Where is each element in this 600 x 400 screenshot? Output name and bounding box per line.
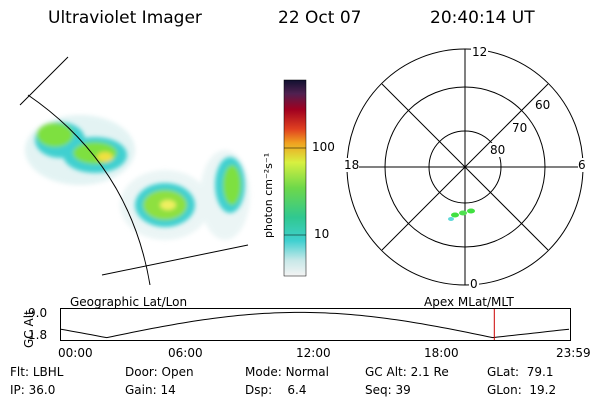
info-ip: IP: 36.0 (10, 383, 56, 397)
polar-diag (381, 83, 549, 251)
colorbar: photon cm⁻²s⁻¹ (262, 79, 307, 277)
timeline-left-title: Geographic Lat/Lon (70, 295, 188, 309)
instrument-title: Ultraviolet Imager (48, 8, 202, 28)
mlt-label-12: 12 (471, 45, 489, 59)
date-label: 22 Oct 07 (278, 8, 362, 28)
timeline-xtick-3: 18:00 (424, 346, 459, 360)
info-glat: GLat: 79.1 (487, 365, 554, 379)
timeline-ytick-max: 9.0 (28, 306, 48, 320)
colorbar-tick-10: 10 (314, 227, 330, 241)
colorbar-gradient (283, 79, 307, 277)
geographic-image (19, 56, 250, 285)
aurora-emission (35, 122, 245, 227)
info-dsp: Dsp: 6.4 (245, 383, 307, 397)
timeline-ytick-min: 1.8 (28, 328, 48, 342)
info-seq: Seq: 39 (365, 383, 411, 397)
timeline-xtick-0: 00:00 (58, 346, 93, 360)
mlat-label-70: 70 (512, 121, 528, 135)
colorbar-tick-100: 100 (312, 140, 335, 154)
info-door: Door: Open (125, 365, 194, 379)
altitude-curve (60, 311, 570, 339)
geo-grid-line (19, 56, 69, 106)
mlt-label-0: 0 (469, 277, 479, 291)
polar-plot (346, 48, 584, 286)
polar-aurora (448, 208, 475, 221)
time-label: 20:40:14 UT (430, 8, 535, 28)
info-glon: GLon: 19.2 (487, 383, 557, 397)
mlat-label-60: 60 (535, 98, 551, 112)
geo-grid-line (101, 244, 249, 276)
mlat-label-80: 80 (490, 143, 506, 157)
info-flt: Flt: LBHL (10, 365, 64, 379)
timeline-right-title: Apex MLat/MLT (424, 295, 514, 309)
info-gain: Gain: 14 (125, 383, 176, 397)
info-gc-alt: GC Alt: 2.1 Re (365, 365, 449, 379)
mlt-label-6: 6 (578, 158, 586, 172)
timeline-frame (60, 308, 571, 341)
timeline-xtick-2: 12:00 (296, 346, 331, 360)
altitude-timeline (60, 308, 571, 341)
info-mode: Mode: Normal (245, 365, 329, 379)
timeline-xtick-1: 06:00 (168, 346, 203, 360)
mlt-label-18: 18 (344, 158, 360, 172)
geo-grid-line (27, 94, 151, 285)
colorbar-label: photon cm⁻²s⁻¹ (262, 153, 275, 238)
timeline-xtick-4: 23:59 (556, 346, 591, 360)
